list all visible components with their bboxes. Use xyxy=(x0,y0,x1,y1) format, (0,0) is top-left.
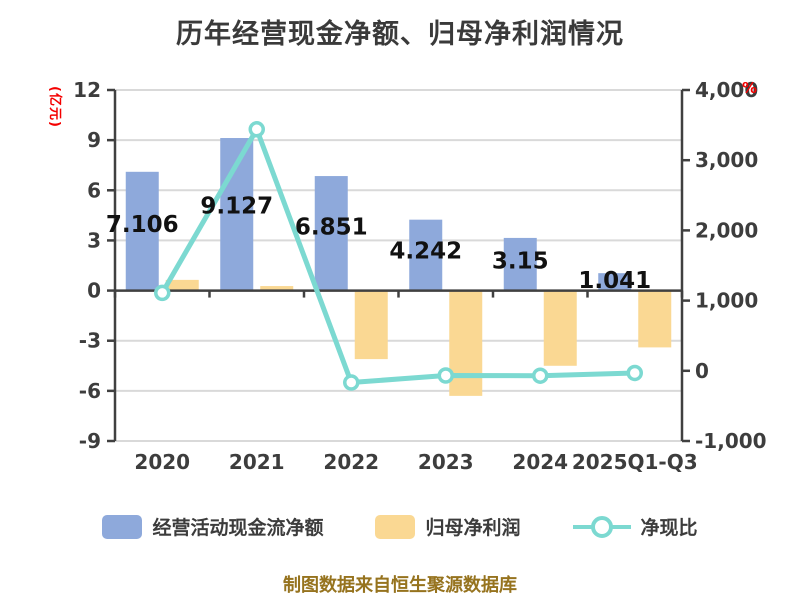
bar-profit-2021 xyxy=(260,286,294,291)
bar-cashflow-2023 xyxy=(409,219,443,291)
bar-profit-2025Q1-Q3 xyxy=(638,290,672,348)
left-axis-label-3: 3 xyxy=(87,228,101,252)
legend-swatch-cashflow xyxy=(102,514,143,539)
right-axis-unit-label: % xyxy=(742,79,759,97)
ratio-point-2023 xyxy=(437,367,454,384)
legend: 经营活动现金流净额 归母净利润 净现比 xyxy=(0,513,800,540)
value-label-2025Q1-Q3: 1.041 xyxy=(578,268,651,294)
right-axis-label-0: 0 xyxy=(695,359,709,383)
data-source-note: 制图数据来自恒生聚源数据库 xyxy=(283,575,517,596)
x-axis-label-2021: 2021 xyxy=(229,450,285,474)
bar-profit-2023 xyxy=(449,290,483,396)
right-axis-label-2,000: 2,000 xyxy=(695,218,758,242)
value-label-2021: 9.127 xyxy=(200,194,273,220)
value-label-2022: 6.851 xyxy=(295,215,368,241)
left-axis-unit-label: (亿元) xyxy=(47,86,62,128)
legend-label-ratio: 净现比 xyxy=(640,517,698,539)
x-axis-label-2022: 2022 xyxy=(323,450,379,474)
right-axis-label-3,000: 3,000 xyxy=(695,148,758,172)
value-label-2024: 3.15 xyxy=(492,249,549,275)
value-label-2020: 7.106 xyxy=(106,212,179,238)
bar-cashflow-2022 xyxy=(314,176,348,291)
legend-item-cashflow[interactable]: 经营活动现金流净额 xyxy=(102,513,323,540)
ratio-point-2025Q1-Q3 xyxy=(626,364,643,382)
bar-profit-2024 xyxy=(543,290,577,366)
ratio-point-2021 xyxy=(248,121,265,138)
ratio-point-2020 xyxy=(154,284,171,302)
legend-swatch-profit xyxy=(375,514,416,539)
legend-line-marker-icon xyxy=(572,514,631,540)
x-axis-label-2020: 2020 xyxy=(134,450,190,474)
ratio-point-2024 xyxy=(532,367,549,384)
bar-profit-2020 xyxy=(165,279,199,291)
left-axis-label--9: -9 xyxy=(79,429,101,453)
right-axis-label-4,000: 4,000 xyxy=(695,78,758,102)
x-axis-label-2024: 2024 xyxy=(512,450,568,474)
legend-dot-icon xyxy=(590,515,613,538)
right-axis-label-1,000: 1,000 xyxy=(695,289,758,313)
bar-profit-2022 xyxy=(354,290,388,360)
legend-item-ratio[interactable]: 净现比 xyxy=(572,513,698,540)
bar-cashflow-2025Q1-Q3 xyxy=(598,273,632,291)
x-axis-label-2023: 2023 xyxy=(418,450,474,474)
left-axis-label--3: -3 xyxy=(79,329,101,353)
ratio-point-2022 xyxy=(343,374,360,391)
bar-cashflow-2024 xyxy=(503,237,537,291)
left-axis-label-12: 12 xyxy=(73,78,101,102)
legend-label-profit: 归母净利润 xyxy=(425,517,521,539)
legend-item-profit[interactable]: 归母净利润 xyxy=(375,513,521,540)
left-axis-label-9: 9 xyxy=(87,128,101,152)
legend-label-cashflow: 经营活动现金流净额 xyxy=(152,517,324,539)
right-axis-label--1,000: -1,000 xyxy=(695,429,767,453)
left-axis-label-0: 0 xyxy=(87,279,101,303)
left-axis-label-6: 6 xyxy=(87,178,101,202)
bar-cashflow-2020 xyxy=(125,171,159,291)
value-label-2023: 4.242 xyxy=(389,239,462,265)
ratio-line xyxy=(159,126,638,386)
x-axis-label-2025Q1-Q3: 2025Q1-Q3 xyxy=(572,450,698,474)
chart-title: 历年经营现金净额、归母净利润情况 xyxy=(176,19,624,50)
left-axis-label--6: -6 xyxy=(79,379,101,403)
